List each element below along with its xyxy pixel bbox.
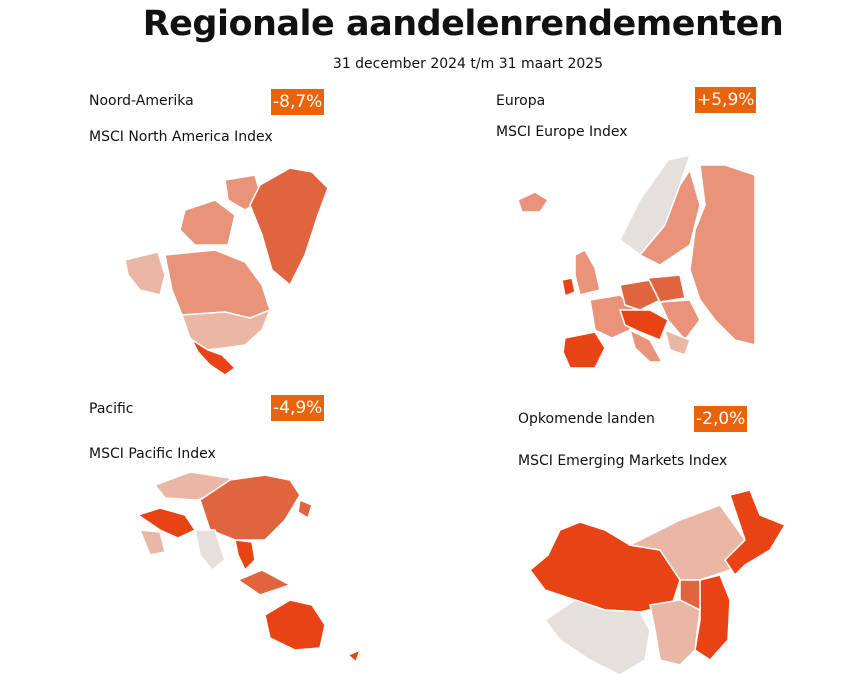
region (179, 199, 236, 246)
region (297, 498, 313, 520)
region-name: Europa (496, 93, 546, 109)
region (517, 191, 550, 213)
return-badge: -8,7% (271, 89, 325, 115)
region-name: Opkomende landen (518, 411, 655, 427)
index-name: MSCI North America Index (89, 129, 273, 145)
region (663, 328, 691, 356)
region (658, 299, 701, 342)
map-pacific (136, 471, 362, 664)
index-name: MSCI Pacific Index (89, 446, 216, 462)
return-badge: +5,9% (695, 87, 757, 113)
title: Regionale aandelenrendementen (142, 4, 784, 44)
region (543, 599, 651, 676)
region (724, 489, 787, 577)
subtitle: 31 december 2024 t/m 31 maart 2025 (332, 56, 604, 72)
region (562, 331, 606, 369)
region (164, 249, 271, 319)
region (264, 599, 326, 651)
map-europe (517, 153, 756, 369)
region (199, 474, 301, 541)
region (138, 529, 166, 556)
region (618, 309, 669, 341)
region (236, 569, 292, 596)
region (646, 274, 686, 303)
region (679, 579, 701, 612)
region (124, 251, 166, 296)
region (574, 249, 601, 296)
region (649, 599, 701, 666)
index-name: MSCI Europe Index (496, 124, 628, 140)
region (346, 648, 362, 664)
region (689, 164, 756, 346)
region (638, 168, 701, 266)
region-name: Pacific (89, 401, 134, 417)
index-name: MSCI Emerging Markets Index (518, 453, 728, 469)
region (627, 504, 746, 581)
region (194, 529, 226, 572)
return-badge: -4,9% (271, 395, 325, 421)
region (249, 167, 329, 287)
region (619, 279, 662, 311)
region-name: Noord-Amerika (89, 93, 194, 109)
region (234, 539, 256, 572)
map-emerging (528, 489, 787, 676)
region (190, 337, 237, 376)
return-badge: -2,0% (694, 406, 748, 432)
region (561, 277, 576, 298)
region (694, 574, 731, 661)
region (628, 328, 664, 363)
map-north-america (124, 167, 329, 376)
